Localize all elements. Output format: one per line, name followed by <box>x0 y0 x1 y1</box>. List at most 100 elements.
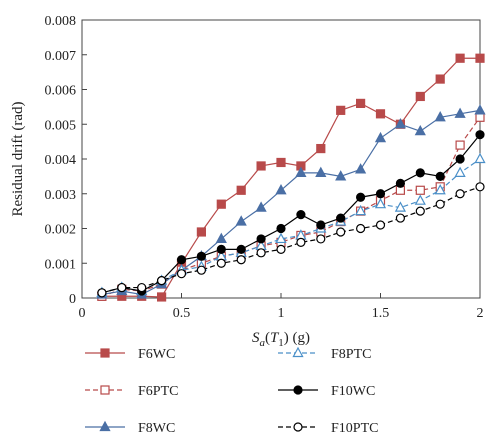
legend-item-f6ptc: F6PTC <box>85 384 178 399</box>
data-point-f10ptc <box>375 220 386 230</box>
data-point-f6ptc <box>455 140 465 150</box>
data-point-f8wc <box>315 166 327 177</box>
data-point-f10wc <box>415 168 425 178</box>
data-point-f6wc <box>375 109 386 119</box>
series-line-f6ptc <box>101 116 481 297</box>
data-point-f10wc <box>435 171 445 181</box>
y-tick-label: 0.003 <box>45 188 77 203</box>
data-point-f6wc <box>276 157 286 168</box>
data-point-f10ptc <box>356 223 366 234</box>
y-tick-label: 0.002 <box>45 223 77 238</box>
data-point-f10ptc <box>97 288 107 298</box>
legend-label: F10PTC <box>331 421 378 436</box>
series-f6wc <box>97 53 485 302</box>
data-point-f6ptc <box>415 185 425 195</box>
data-point-f10ptc <box>435 199 445 209</box>
x-tick-label: 1.5 <box>372 306 390 321</box>
legend-item-f8wc: F8WC <box>85 420 175 436</box>
data-point-f10wc <box>276 223 286 234</box>
data-point-f8ptc <box>454 166 466 177</box>
data-point-f6ptc <box>475 112 485 122</box>
data-point-f10ptc <box>236 255 246 265</box>
data-point-f10wc <box>455 154 465 164</box>
data-point-f8ptc <box>275 232 287 244</box>
data-point-f8wc <box>335 170 347 181</box>
data-point-f8wc <box>275 184 287 195</box>
x-tick-label: 1 <box>278 306 285 321</box>
data-point-f10ptc <box>157 276 167 286</box>
y-tick-label: 0.005 <box>45 118 77 133</box>
legend-item-f10wc: F10WC <box>278 384 375 399</box>
legend-marker <box>293 422 303 432</box>
data-point-f8wc <box>354 163 367 174</box>
data-point-f8ptc <box>414 194 426 205</box>
series-line-f6wc <box>101 57 480 298</box>
legend-marker <box>99 420 111 432</box>
data-point-f10ptc <box>455 189 465 199</box>
data-point-f8ptc <box>374 197 387 209</box>
data-point-f10wc <box>296 210 306 220</box>
data-point-f6wc <box>435 74 445 84</box>
data-point-f8wc <box>434 111 446 122</box>
y-tick-label: 0.004 <box>45 153 77 168</box>
data-point-f10ptc <box>256 248 266 258</box>
series-layer <box>96 53 486 302</box>
data-point-f10ptc <box>117 282 127 293</box>
data-point-f10wc <box>336 213 346 223</box>
data-point-f8ptc <box>394 201 407 212</box>
data-point-f8wc <box>394 117 407 129</box>
x-tick-label: 2 <box>477 306 484 321</box>
legend-label: F8WC <box>138 421 175 436</box>
data-point-f6wc <box>157 292 167 302</box>
data-point-f10ptc <box>475 182 485 192</box>
x-tick-label: 0 <box>79 306 86 321</box>
x-axis-label: Sa(T1) (g) <box>252 330 310 349</box>
series-f8wc <box>96 104 486 299</box>
data-point-f8wc <box>235 215 247 226</box>
legend-label: F8PTC <box>331 347 371 362</box>
data-point-f10ptc <box>196 265 206 275</box>
data-point-f6wc <box>336 105 346 115</box>
axis-ticks: 0 0.001 0.002 0.003 0.004 0.005 0.006 0.007 0.00… <box>10 14 484 349</box>
data-point-f10ptc <box>276 244 286 254</box>
y-tick-label: 0 <box>69 292 76 307</box>
legend-marker <box>292 346 304 358</box>
series-f10ptc <box>97 182 485 298</box>
legend-item-f10ptc: F10PTC <box>278 421 378 436</box>
data-point-f6wc <box>216 199 226 209</box>
legend-marker <box>100 348 110 358</box>
data-point-f10ptc <box>176 269 187 279</box>
data-point-f8wc <box>215 232 227 244</box>
x-tick-label: 0.5 <box>173 306 191 321</box>
data-point-f8ptc <box>354 204 367 216</box>
legend-label: F10WC <box>331 384 375 399</box>
data-point-f6wc <box>196 227 206 237</box>
data-point-f10ptc <box>216 258 226 268</box>
data-point-f10wc <box>356 192 366 202</box>
legend: F6WC F8PTC F6PTC F10WC F8WC F10PTC <box>85 346 378 436</box>
y-tick-label: 0.006 <box>45 84 77 99</box>
series-f8ptc <box>96 152 486 297</box>
data-point-f8wc <box>454 107 466 118</box>
data-point-f6wc <box>475 53 485 63</box>
data-point-f10wc <box>475 130 485 140</box>
data-point-f10wc <box>256 234 266 244</box>
data-point-f6wc <box>316 143 326 154</box>
data-point-f10wc <box>316 220 326 230</box>
y-tick-label: 0.007 <box>45 49 77 64</box>
data-point-f6wc <box>415 91 425 102</box>
data-point-f10ptc <box>336 227 346 237</box>
data-point-f10ptc <box>296 237 306 247</box>
legend-item-f8ptc: F8PTC <box>278 346 371 362</box>
series-f6ptc <box>97 112 485 301</box>
series-line-f8ptc <box>101 158 481 294</box>
legend-marker <box>293 385 303 395</box>
data-point-f10ptc <box>395 213 405 223</box>
data-point-f10ptc <box>316 234 326 244</box>
y-tick-label: 0.008 <box>45 14 77 29</box>
data-point-f8ptc <box>474 152 486 164</box>
data-point-f6wc <box>256 161 266 171</box>
y-tick-label: 0.001 <box>45 257 77 272</box>
data-point-f10ptc <box>415 206 425 216</box>
